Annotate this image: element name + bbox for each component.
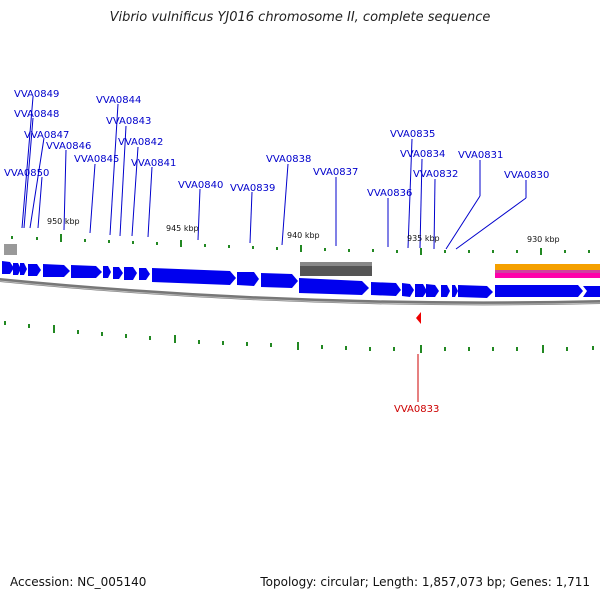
leader-line [109, 103, 119, 236]
gene-label-vva0842[interactable]: VVA0842 [118, 137, 163, 148]
leader-lines [21, 96, 527, 250]
leader-line [29, 137, 45, 229]
map-title: Vibrio vulnificus YJ016 chromosome II, c… [109, 10, 491, 25]
leader-line [419, 158, 423, 249]
gene-label-vva0836[interactable]: VVA0836 [367, 188, 412, 199]
gene-arrow[interactable] [426, 284, 439, 297]
leader-line [433, 178, 436, 250]
scale-label-945: 945 kbp [166, 224, 199, 233]
leader-line [21, 96, 34, 229]
gene-arrow[interactable] [458, 285, 493, 298]
gene-label-vva0844[interactable]: VVA0844 [96, 95, 141, 106]
gene-arrow[interactable] [113, 267, 123, 279]
highlight-marker[interactable] [416, 312, 421, 324]
gene-label-vva0849[interactable]: VVA0849 [14, 89, 59, 100]
leader-line [407, 138, 413, 249]
gene-labels: VVA0849 VVA0848 VVA0847 VVA0846 VVA0850 … [4, 89, 549, 415]
gene-track [2, 261, 600, 298]
leader-line [37, 176, 43, 229]
leader-line [249, 191, 253, 244]
gene-label-vva0830[interactable]: VVA0830 [504, 170, 549, 181]
gene-label-vva0832[interactable]: VVA0832 [413, 169, 458, 180]
gene-label-vva0839[interactable]: VVA0839 [230, 183, 275, 194]
gene-label-vva0850[interactable]: VVA0850 [4, 168, 49, 179]
leader-line [455, 197, 527, 250]
leader-line [445, 195, 481, 250]
gene-label-vva0845[interactable]: VVA0845 [74, 154, 119, 165]
topology-info-text: Topology: circular; Length: 1,857,073 bp… [260, 575, 590, 589]
gene-arrow[interactable] [237, 272, 259, 286]
gene-arrow[interactable] [402, 283, 414, 297]
leader-line [23, 117, 34, 229]
gene-arrow[interactable] [299, 278, 369, 295]
gene-arrow[interactable] [371, 282, 401, 296]
gene-label-vva0841[interactable]: VVA0841 [131, 158, 176, 169]
chromosome-backbone-highlight [0, 280, 600, 305]
leader-line [63, 149, 67, 231]
scale-labels: 950 kbp 945 kbp 940 kbp 935 kbp 930 kbp [47, 217, 560, 244]
gene-arrow[interactable] [28, 264, 41, 276]
gene-arrow[interactable] [415, 284, 427, 297]
feature-band-magenta[interactable] [495, 270, 600, 273]
gene-arrow[interactable] [152, 268, 236, 285]
gene-arrow[interactable] [583, 286, 600, 297]
chromosome-backbone [0, 277, 600, 306]
gene-label-vva0833[interactable]: VVA0833 [394, 404, 439, 415]
accession-text: Accession: NC_005140 [10, 575, 147, 589]
gene-label-vva0835[interactable]: VVA0835 [390, 129, 435, 140]
feature-band-orange[interactable] [495, 264, 600, 270]
leader-line [131, 146, 139, 237]
gene-label-vva0840[interactable]: VVA0840 [178, 180, 223, 191]
leader-line [119, 125, 127, 237]
gene-label-vva0847[interactable]: VVA0847 [24, 130, 69, 141]
gene-label-vva0846[interactable]: VVA0846 [46, 141, 91, 152]
gene-arrow[interactable] [139, 268, 150, 280]
scale-label-930: 930 kbp [527, 235, 560, 244]
gene-label-vva0834[interactable]: VVA0834 [400, 149, 445, 160]
gene-arrow[interactable] [441, 285, 450, 297]
upper-ticks [11, 234, 590, 255]
feature-block-left[interactable] [4, 244, 17, 255]
gene-arrow[interactable] [124, 267, 137, 280]
gene-arrow[interactable] [13, 263, 21, 275]
gene-label-vva0838[interactable]: VVA0838 [266, 154, 311, 165]
gene-arrow[interactable] [261, 273, 298, 288]
scale-label-950: 950 kbp [47, 217, 80, 226]
lower-ticks [4, 321, 594, 353]
gene-label-vva0848[interactable]: VVA0848 [14, 109, 59, 120]
gene-arrow[interactable] [452, 285, 458, 297]
gene-arrow[interactable] [495, 285, 583, 297]
gene-label-vva0837[interactable]: VVA0837 [313, 167, 358, 178]
leader-line [281, 163, 289, 246]
gene-label-vva0831[interactable]: VVA0831 [458, 150, 503, 161]
scale-label-940: 940 kbp [287, 231, 320, 240]
gene-label-vva0843[interactable]: VVA0843 [106, 116, 151, 127]
feature-band-pink[interactable] [495, 273, 600, 278]
gene-arrow[interactable] [20, 263, 27, 275]
leader-line [197, 188, 201, 241]
gene-arrow[interactable] [103, 266, 111, 278]
gene-arrow[interactable] [71, 265, 102, 278]
leader-line [147, 166, 153, 238]
gene-arrow[interactable] [2, 261, 14, 274]
scale-label-935: 935 kbp [407, 234, 440, 243]
gene-arrow[interactable] [43, 264, 70, 277]
leader-line [89, 163, 96, 234]
feature-block-dark-highlight [300, 262, 372, 266]
